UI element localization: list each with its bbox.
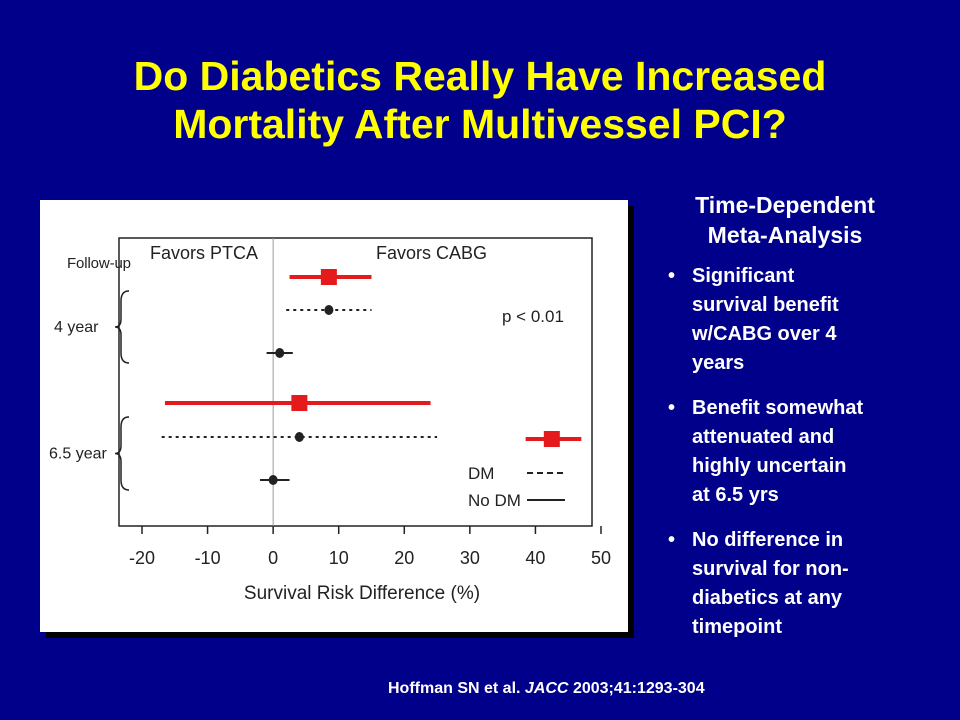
bullet-icon: • <box>668 529 676 551</box>
citation: Hoffman SN et al. JACC 2003;41:1293-304 <box>388 680 705 698</box>
x-axis-label: Survival Risk Difference (%) <box>244 583 480 604</box>
estimate-marker <box>268 475 278 485</box>
legend-marker <box>543 431 560 447</box>
group-brace <box>114 290 130 364</box>
bullet-item: • Significant survival benefit w/CABG ov… <box>668 262 958 378</box>
group-label: 4 year <box>54 319 99 336</box>
left-header: Favors PTCA <box>150 243 258 263</box>
forest-plot: Follow-up Favors PTCA Favors CABG 4 year 6.5… <box>49 237 611 604</box>
side-heading-line-2: Meta-Analysis <box>707 222 863 248</box>
x-tick-label: 50 <box>591 548 611 568</box>
bullet-line: survival for non- <box>692 558 849 580</box>
estimate-marker <box>294 432 304 442</box>
slide-title: Do Diabetics Really Have Increased Morta… <box>0 52 960 148</box>
citation-reference: 2003;41:1293-304 <box>572 680 705 697</box>
estimate-marker <box>291 395 308 411</box>
bullet-line: at 6.5 yrs <box>692 484 779 506</box>
bullet-line: diabetics at any <box>692 587 843 609</box>
bullet-line: attenuated and <box>692 426 835 448</box>
forest-plot-card: Follow-up Favors PTCA Favors CABG 4 year 6.5… <box>40 200 628 632</box>
estimate-marker <box>275 348 285 358</box>
x-tick-label: 20 <box>394 548 414 568</box>
citation-authors: Hoffman SN et al. <box>388 680 521 697</box>
x-tick-label: 30 <box>460 548 480 568</box>
bullet-line: timepoint <box>692 616 782 638</box>
bullet-line: w/CABG over 4 <box>692 323 837 345</box>
x-tick-label: 0 <box>268 548 278 568</box>
bullet-icon: • <box>668 265 676 287</box>
x-tick-label: 40 <box>525 548 545 568</box>
right-header: Favors CABG <box>376 243 487 263</box>
citation-journal: JACC <box>524 680 569 697</box>
bullet-icon: • <box>668 397 676 419</box>
bullet-item: • Benefit somewhat attenuated and highly… <box>668 394 958 510</box>
p-value-label: p < 0.01 <box>502 307 564 326</box>
group-brace <box>114 416 130 491</box>
plot-frame <box>118 237 593 527</box>
bullet-line: Significant <box>692 265 795 287</box>
x-tick-label: -10 <box>195 548 221 568</box>
title-line-2: Mortality After Multivessel PCI? <box>173 101 787 147</box>
estimate-marker <box>324 305 334 315</box>
estimate-marker <box>320 269 337 285</box>
row-header: Follow-up <box>67 255 131 272</box>
bullet-line: No difference in <box>692 529 844 551</box>
bullet-line: Benefit somewhat <box>692 397 864 419</box>
side-heading: Time-Dependent Meta-Analysis <box>655 190 915 250</box>
bullet-line: highly uncertain <box>692 455 847 477</box>
x-tick-label: 10 <box>329 548 349 568</box>
bullet-list: • Significant survival benefit w/CABG ov… <box>668 262 958 658</box>
bullet-line: survival benefit <box>692 294 839 316</box>
title-line-1: Do Diabetics Really Have Increased <box>133 53 827 99</box>
x-tick-label: -20 <box>129 548 155 568</box>
legend-label: DM <box>468 464 494 483</box>
legend-label: No DM <box>468 491 521 510</box>
bullet-line: years <box>692 352 745 374</box>
group-label: 6.5 year <box>49 446 107 463</box>
bullet-item: • No difference in survival for non- dia… <box>668 526 958 642</box>
side-heading-line-1: Time-Dependent <box>695 192 875 218</box>
